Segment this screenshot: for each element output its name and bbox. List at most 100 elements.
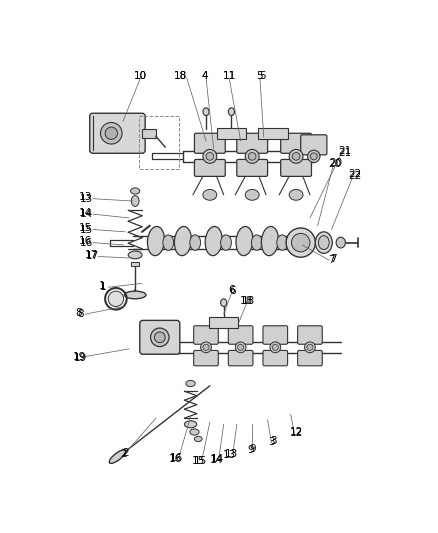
Text: 14: 14 xyxy=(211,454,224,464)
Text: 9: 9 xyxy=(249,444,255,454)
Ellipse shape xyxy=(203,344,209,350)
Ellipse shape xyxy=(304,342,315,353)
FancyBboxPatch shape xyxy=(228,350,253,366)
Ellipse shape xyxy=(291,233,310,252)
Text: 14: 14 xyxy=(209,455,223,465)
Ellipse shape xyxy=(277,235,288,251)
Text: 16: 16 xyxy=(80,238,93,248)
Ellipse shape xyxy=(228,108,234,116)
Ellipse shape xyxy=(190,235,201,251)
Ellipse shape xyxy=(251,235,262,251)
Text: 12: 12 xyxy=(290,427,303,437)
Ellipse shape xyxy=(245,189,259,200)
Ellipse shape xyxy=(236,227,253,256)
Ellipse shape xyxy=(315,232,332,253)
Text: 15: 15 xyxy=(80,224,93,235)
Ellipse shape xyxy=(205,227,222,256)
Ellipse shape xyxy=(100,123,122,144)
Ellipse shape xyxy=(248,152,256,160)
Text: 3: 3 xyxy=(270,436,276,446)
FancyBboxPatch shape xyxy=(194,326,218,344)
Text: 9: 9 xyxy=(247,445,254,455)
Ellipse shape xyxy=(270,342,281,353)
Text: 14: 14 xyxy=(80,209,93,219)
Ellipse shape xyxy=(105,127,117,140)
Text: 3: 3 xyxy=(268,437,275,447)
Text: 13: 13 xyxy=(225,449,238,459)
Text: 16: 16 xyxy=(78,236,92,246)
Ellipse shape xyxy=(307,150,320,163)
Text: 18: 18 xyxy=(242,296,255,306)
Text: 4: 4 xyxy=(201,70,208,80)
Ellipse shape xyxy=(203,108,209,116)
Text: 21: 21 xyxy=(338,146,351,156)
Ellipse shape xyxy=(128,251,142,259)
Text: 4: 4 xyxy=(201,70,208,80)
Ellipse shape xyxy=(261,227,279,256)
FancyBboxPatch shape xyxy=(298,326,322,344)
Ellipse shape xyxy=(151,328,169,346)
FancyBboxPatch shape xyxy=(258,128,288,139)
Ellipse shape xyxy=(174,227,191,256)
FancyBboxPatch shape xyxy=(298,350,322,366)
Text: 20: 20 xyxy=(328,159,341,169)
FancyBboxPatch shape xyxy=(209,317,238,328)
FancyBboxPatch shape xyxy=(90,113,145,154)
Text: 18: 18 xyxy=(174,70,187,80)
Ellipse shape xyxy=(203,149,217,163)
Ellipse shape xyxy=(194,436,202,442)
Text: 12: 12 xyxy=(290,428,303,438)
Text: 8: 8 xyxy=(77,309,84,319)
Text: 5: 5 xyxy=(257,70,263,80)
FancyBboxPatch shape xyxy=(194,159,225,176)
Text: 6: 6 xyxy=(230,286,236,296)
Text: 17: 17 xyxy=(86,252,99,262)
Text: 15: 15 xyxy=(192,456,205,466)
Text: 14: 14 xyxy=(78,207,92,217)
Ellipse shape xyxy=(289,149,303,163)
Text: 16: 16 xyxy=(169,454,182,464)
Ellipse shape xyxy=(245,149,259,163)
Text: 7: 7 xyxy=(328,255,335,265)
Ellipse shape xyxy=(203,189,217,200)
Text: 8: 8 xyxy=(76,308,82,318)
FancyBboxPatch shape xyxy=(194,350,218,366)
Ellipse shape xyxy=(201,342,212,353)
Text: 11: 11 xyxy=(223,70,236,80)
Text: 1: 1 xyxy=(99,281,106,290)
Ellipse shape xyxy=(307,344,313,350)
FancyBboxPatch shape xyxy=(263,350,288,366)
Ellipse shape xyxy=(155,332,165,343)
Text: 10: 10 xyxy=(134,70,147,80)
FancyBboxPatch shape xyxy=(263,326,288,344)
Ellipse shape xyxy=(235,342,246,353)
Text: 20: 20 xyxy=(329,158,342,167)
Text: 10: 10 xyxy=(134,70,147,80)
Ellipse shape xyxy=(318,236,329,249)
FancyBboxPatch shape xyxy=(301,135,327,155)
Ellipse shape xyxy=(124,291,146,299)
FancyBboxPatch shape xyxy=(194,133,225,154)
Text: 15: 15 xyxy=(78,223,92,233)
Ellipse shape xyxy=(286,228,315,257)
Ellipse shape xyxy=(190,429,199,435)
Ellipse shape xyxy=(289,189,303,200)
Ellipse shape xyxy=(186,381,195,386)
Text: 5: 5 xyxy=(259,70,265,80)
Bar xyxy=(131,262,139,266)
FancyBboxPatch shape xyxy=(140,320,180,354)
Text: 13: 13 xyxy=(223,450,237,460)
FancyBboxPatch shape xyxy=(281,159,311,176)
FancyBboxPatch shape xyxy=(228,326,253,344)
Text: 6: 6 xyxy=(228,285,235,295)
Text: 18: 18 xyxy=(240,296,254,306)
FancyBboxPatch shape xyxy=(281,133,311,154)
Ellipse shape xyxy=(148,227,165,256)
Ellipse shape xyxy=(311,153,317,160)
Text: 2: 2 xyxy=(122,448,128,458)
Text: 7: 7 xyxy=(330,254,336,264)
FancyBboxPatch shape xyxy=(237,159,268,176)
Text: 2: 2 xyxy=(120,449,127,459)
Text: 16: 16 xyxy=(170,453,184,463)
Bar xyxy=(142,128,156,138)
